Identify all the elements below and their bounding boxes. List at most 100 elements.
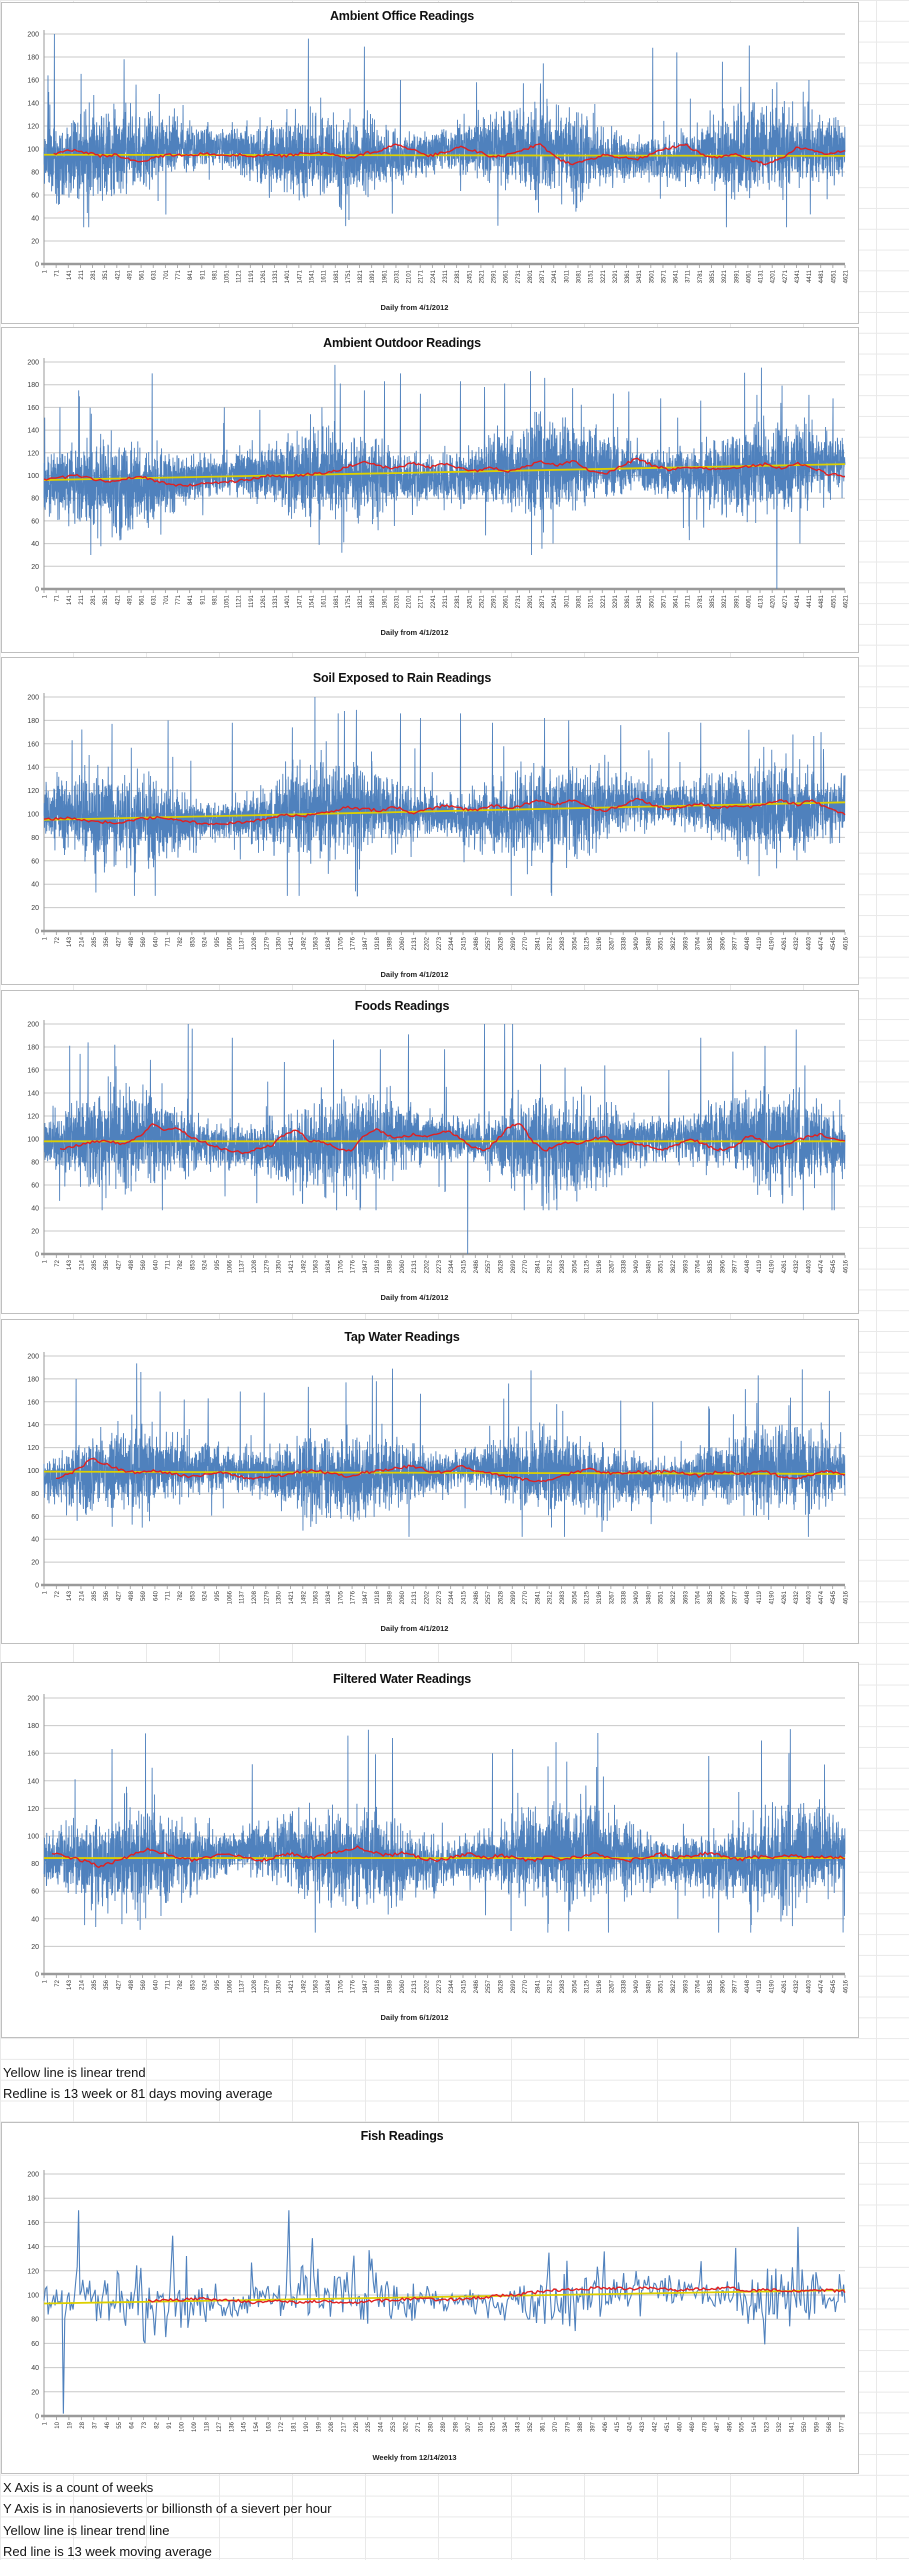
x-tick-label: 853 (190, 936, 196, 947)
x-tick-label: 1261 (261, 269, 267, 283)
note-red-13-week: Red line is 13 week moving average (3, 2544, 212, 2559)
x-tick-label: 19 (67, 2421, 73, 2428)
x-tick-label: 3571 (661, 269, 667, 283)
chart-filtered-water[interactable]: Filtered Water Readings 0 20 40 60 80 100 120 14… (1, 1662, 859, 2038)
x-tick-label: 2101 (407, 594, 413, 608)
x-tick-label: 2731 (516, 594, 522, 608)
x-tick-label: 3835 (708, 936, 714, 950)
x-tick-label: 1137 (240, 936, 246, 950)
x-tick-label: 1137 (240, 1979, 246, 1993)
x-tick-label: 711 (166, 1979, 172, 1989)
x-tick-label: 2060 (400, 1590, 406, 1604)
moving-average-red-line (56, 1457, 846, 1483)
x-tick-label: 491 (127, 269, 133, 280)
x-tick-label: 1847 (363, 1259, 369, 1273)
x-tick-label: 1821 (358, 594, 364, 608)
y-tick-label: 180 (27, 55, 39, 62)
x-tick-label: 2486 (474, 1259, 480, 1273)
x-tick-label: 496 (727, 2421, 733, 2432)
chart-foods[interactable]: Foods Readings 0 20 40 60 80 100 120 140 160 180 20… (1, 990, 859, 1314)
x-tick-label: 2912 (548, 1259, 554, 1273)
y-tick-label: 60 (31, 2341, 39, 2348)
y-tick-label: 0 (35, 2414, 39, 2421)
y-tick-label: 160 (27, 1068, 39, 1075)
x-tick-label: 3267 (609, 1979, 615, 1993)
x-tick-label: 1681 (334, 594, 340, 608)
x-tick-label: 3835 (708, 1590, 714, 1604)
x-axis-title: Daily from 4/1/2012 (381, 628, 449, 637)
x-tick-label: 3622 (671, 1259, 677, 1273)
x-tick-label: 280 (428, 2421, 434, 2432)
x-tick-label: 127 (217, 2421, 223, 2432)
x-tick-label: 2273 (437, 1259, 443, 1273)
y-tick-label: 0 (35, 587, 39, 594)
x-tick-label: 3977 (733, 1590, 739, 1604)
x-tick-label: 211 (79, 269, 85, 279)
chart-soil-exposed-to-rain[interactable]: Soil Exposed to Rain Readings 0 20 40 60 80 10… (1, 657, 859, 985)
x-tick-label: 4332 (794, 1979, 800, 1993)
x-tick-label: 1989 (388, 1259, 394, 1273)
x-tick-label: 82 (155, 2421, 161, 2428)
x-tick-label: 325 (491, 2421, 497, 2432)
x-tick-label: 2983 (560, 936, 566, 950)
x-tick-label: 214 (79, 1590, 85, 1601)
x-tick-label: 3764 (696, 1979, 702, 1993)
x-tick-label: 4119 (757, 1590, 763, 1604)
y-tick-label: 120 (27, 1445, 39, 1452)
x-tick-label: 1611 (322, 269, 328, 283)
x-tick-label: 2731 (516, 269, 522, 283)
x-tick-label: 3764 (696, 1259, 702, 1273)
x-tick-label: 4261 (782, 936, 788, 950)
x-tick-label: 3781 (698, 269, 704, 283)
x-tick-label: 427 (116, 1259, 122, 1270)
x-tick-label: 3693 (683, 1590, 689, 1604)
x-tick-label: 3641 (674, 269, 680, 283)
x-tick-label: 2699 (511, 1259, 517, 1273)
x-tick-label: 145 (242, 2421, 248, 2432)
x-tick-label: 3431 (637, 269, 643, 283)
y-tick-label: 40 (31, 1206, 39, 1213)
chart-fish[interactable]: Fish Readings 0 20 40 60 80 100 120 140 160 180 200… (1, 2122, 859, 2474)
x-tick-label: 4332 (794, 1590, 800, 1604)
x-tick-label: 1705 (338, 1259, 344, 1273)
x-tick-label: 199 (316, 2421, 322, 2432)
trend-yellow-line (43, 463, 846, 481)
x-tick-label: 352 (528, 2421, 534, 2432)
x-tick-label: 782 (178, 1979, 184, 1990)
chart-tap-water[interactable]: Tap Water Readings 0 20 40 60 80 100 120 140 160 1… (1, 1319, 859, 1644)
x-tick-label: 4403 (807, 1259, 813, 1273)
x-tick-label: 1492 (301, 1979, 307, 1993)
x-tick-label: 711 (166, 1259, 172, 1269)
x-tick-label: 1191 (249, 594, 255, 608)
x-tick-label: 244 (379, 2421, 385, 2432)
x-tick-label: 1208 (252, 936, 258, 950)
x-tick-label: 2699 (511, 1590, 517, 1604)
x-tick-label: 1776 (351, 1259, 357, 1273)
x-tick-label: 4119 (757, 1979, 763, 1993)
x-tick-label: 3221 (601, 594, 607, 608)
x-tick-label: 2131 (412, 1259, 418, 1273)
series-blue-line (43, 696, 846, 897)
moving-average-red-line (59, 1123, 846, 1155)
y-tick-label: 160 (27, 78, 39, 85)
x-tick-label: 3267 (609, 1259, 615, 1273)
x-tick-label: 72 (55, 936, 61, 943)
x-tick-label: 981 (212, 594, 218, 605)
x-tick-label: 2311 (443, 269, 449, 283)
x-tick-label: 4131 (759, 269, 765, 283)
moving-average-red-line (147, 2285, 846, 2305)
chart-ambient-outdoor[interactable]: Ambient Outdoor Readings 0 20 40 60 80 100 120 1… (1, 327, 859, 653)
x-tick-label: 911 (200, 269, 206, 279)
x-tick-label: 523 (765, 2421, 771, 2432)
x-tick-label: 2628 (498, 1259, 504, 1273)
x-tick-label: 1 (43, 2421, 49, 2425)
chart-ambient-office[interactable]: Ambient Office Readings 0 20 40 60 80 100 120 14… (1, 2, 859, 324)
x-tick-label: 2912 (548, 1979, 554, 1993)
x-tick-label: 1541 (310, 269, 316, 283)
x-tick-label: 2912 (548, 936, 554, 950)
y-tick-label: 180 (27, 382, 39, 389)
x-tick-label: 3361 (625, 269, 631, 283)
x-tick-label: 3835 (708, 1259, 714, 1273)
x-tick-label: 841 (188, 269, 194, 280)
x-tick-label: 351 (103, 269, 109, 280)
